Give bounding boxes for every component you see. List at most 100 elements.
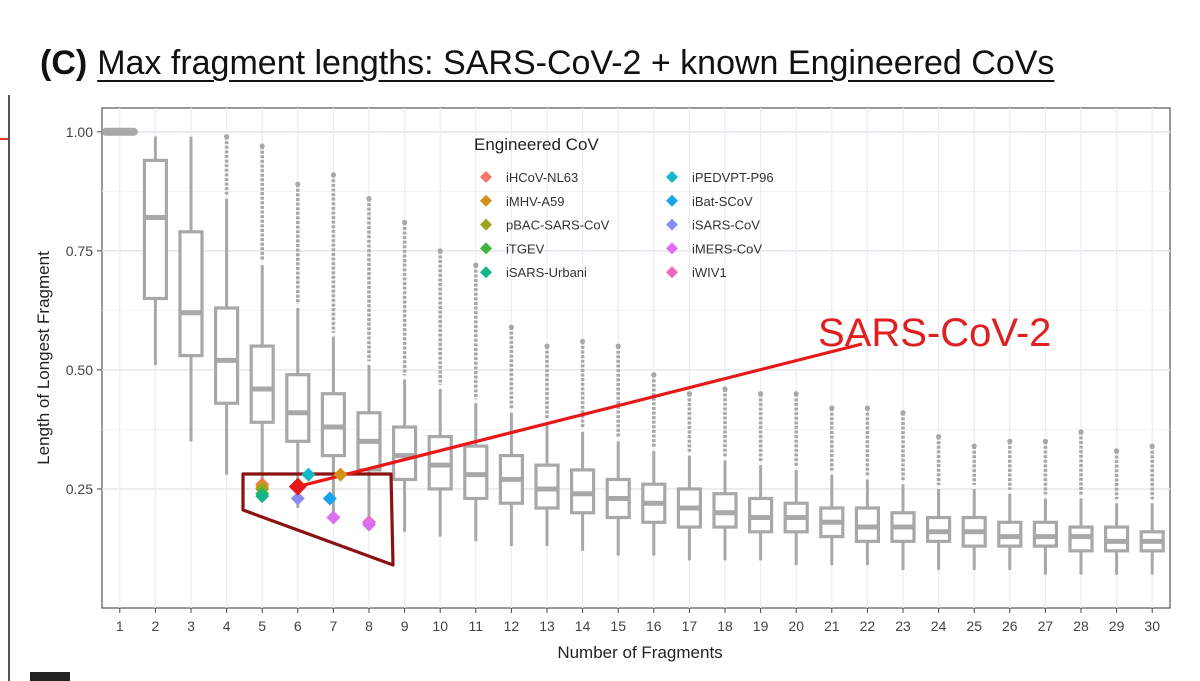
x-tick-label: 20 (788, 618, 804, 634)
x-tick-label: 3 (187, 618, 195, 634)
box-item (641, 372, 667, 556)
box-outlier-top (295, 181, 301, 187)
box-item (890, 410, 916, 570)
x-tick-label: 5 (258, 618, 266, 634)
box-outlier-top (686, 391, 693, 397)
box-item (1139, 443, 1165, 575)
box-outlier-top (224, 133, 230, 140)
left-divider (8, 95, 10, 681)
box-item (854, 405, 881, 566)
x-axis-title: Number of Fragments (557, 643, 722, 662)
x-tick-label: 1 (116, 618, 124, 634)
x-tick-label: 17 (682, 618, 698, 634)
legend-key-icon (480, 218, 492, 231)
box-item (392, 219, 418, 532)
legend-item: iTGEV (480, 241, 545, 256)
box-item (285, 181, 311, 508)
box-outlier-top (971, 443, 977, 449)
figure-heading: (C) Max fragment lengths: SARS-CoV-2 + kn… (40, 44, 1054, 83)
legend-item: iMHV-A59 (480, 194, 565, 209)
box-item (534, 343, 560, 547)
x-tick-label: 7 (330, 618, 338, 634)
box-outlier-top (651, 372, 657, 378)
x-tick-label: 11 (469, 618, 484, 634)
box-item (961, 443, 987, 570)
box-outlier-top (1007, 438, 1013, 444)
legend-key-icon (666, 266, 678, 279)
x-tick-label: 15 (610, 618, 626, 634)
box-item (498, 324, 524, 547)
box-outlier-top (473, 262, 479, 268)
box-outlier-top (1149, 443, 1155, 449)
box-outlier-top (330, 172, 336, 178)
y-tick-label: 0.25 (66, 481, 93, 497)
box-item (925, 433, 952, 570)
box-item (178, 136, 204, 442)
x-tick-label: 16 (646, 618, 662, 634)
x-tick-label: 18 (717, 618, 733, 634)
x-tick-label: 30 (1144, 618, 1160, 634)
legend-label: iMHV-A59 (506, 194, 565, 209)
legend-key-icon (666, 242, 678, 255)
box-outlier-top (1042, 438, 1048, 444)
box-body (214, 306, 240, 405)
next-panel-fragment (30, 672, 70, 681)
box-body (142, 158, 168, 301)
engineered-point (326, 510, 341, 525)
legend-label: iSARS-Urbani (506, 265, 587, 280)
box-outlier-top (758, 391, 764, 397)
y-tick-label: 1.00 (66, 124, 93, 140)
legend-label: iSARS-CoV (692, 218, 760, 233)
box-item (142, 136, 168, 366)
legend-item: iSARS-Urbani (480, 265, 587, 280)
box-item (676, 391, 703, 561)
x-tick-label: 9 (401, 618, 409, 634)
legend-key-icon (666, 194, 678, 207)
x-tick-label: 14 (575, 618, 591, 634)
x-tick-label: 4 (223, 618, 231, 634)
x-tick-label: 12 (504, 618, 520, 634)
x-tick-label: 27 (1038, 618, 1054, 634)
box-outlier-top (936, 433, 942, 440)
legend-title: Engineered CoV (474, 135, 599, 154)
y-axis-title: Length of Longest Fragment (34, 251, 53, 465)
box-item (783, 391, 809, 566)
legend-item: iBat-SCoV (666, 194, 753, 209)
box-outlier-top (402, 219, 408, 225)
legend-item: iHCoV-NL63 (480, 170, 578, 185)
box-item (1032, 438, 1059, 575)
x-tick-label: 6 (294, 618, 302, 634)
legend-item: pBAC-SARS-CoV (480, 218, 610, 233)
box-series (101, 127, 1165, 575)
x-tick-label: 29 (1109, 618, 1125, 634)
engineered-point (333, 467, 348, 482)
y-tick-label: 0.50 (66, 362, 93, 378)
legend-key-icon (480, 266, 492, 279)
legend-label: iTGEV (506, 241, 545, 256)
box-outlier-top (722, 386, 728, 392)
legend-label: iHCoV-NL63 (506, 170, 578, 185)
figure-title: Max fragment lengths: SARS-CoV-2 + known… (97, 44, 1055, 82)
box-item (1068, 429, 1094, 575)
engineered-point (322, 491, 337, 506)
callout-label: SARS-CoV-2 (818, 311, 1051, 355)
legend-item: iMERS-CoV (666, 241, 762, 256)
engineered-point (255, 489, 270, 504)
box-item (997, 438, 1023, 570)
legend-label: pBAC-SARS-CoV (506, 218, 610, 233)
legend-key-icon (480, 171, 492, 183)
box-outlier-top (864, 405, 871, 411)
box-body (285, 373, 311, 443)
legend-label: iWIV1 (692, 265, 727, 280)
x-tick-label: 10 (432, 618, 448, 634)
x-tick-label: 13 (539, 618, 555, 634)
legend-label: iPEDVPT-P96 (692, 170, 774, 185)
legend-key-icon (480, 242, 492, 255)
box-item (463, 262, 489, 542)
legend-item: iSARS-CoV (666, 218, 760, 233)
box-item (605, 343, 631, 556)
box-outlier-top (829, 405, 835, 411)
callout-line (297, 342, 863, 489)
highlight-region-outline (241, 472, 395, 567)
